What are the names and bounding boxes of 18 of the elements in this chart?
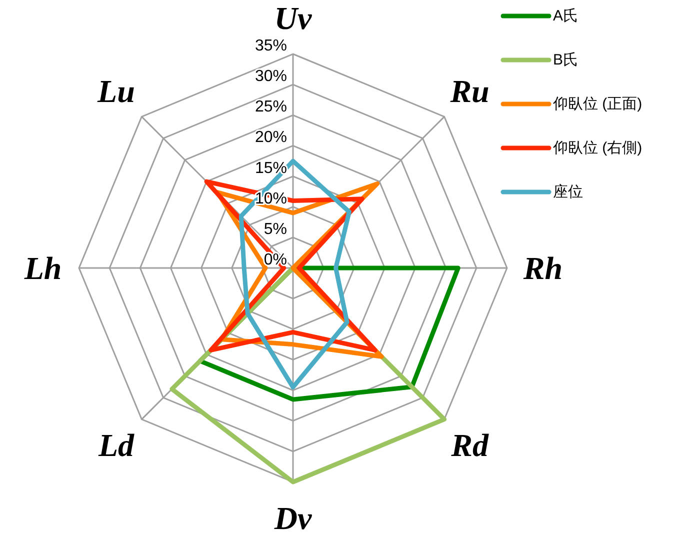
category-label: Dv: [274, 500, 312, 536]
tick-label: 35%: [254, 38, 287, 54]
legend-label: 座位: [553, 184, 583, 200]
tick-label: 25%: [254, 98, 287, 116]
tick-label: 5%: [264, 220, 287, 238]
legend-label: B氏: [553, 52, 578, 68]
legend-label: 仰臥位 (正面): [553, 96, 642, 112]
category-label: Uv: [274, 0, 312, 36]
category-label: Rd: [451, 426, 488, 463]
category-label: Lu: [98, 73, 135, 110]
category-label: Ld: [98, 426, 134, 463]
category-label: Lh: [24, 250, 62, 286]
tick-label: 20%: [254, 129, 287, 146]
category-label: Ru: [450, 73, 490, 110]
legend-label: 仰臥位 (右側): [553, 140, 642, 156]
tick-label: 30%: [254, 68, 287, 86]
category-label: Rh: [523, 250, 563, 286]
legend-label: A氏: [553, 8, 578, 24]
